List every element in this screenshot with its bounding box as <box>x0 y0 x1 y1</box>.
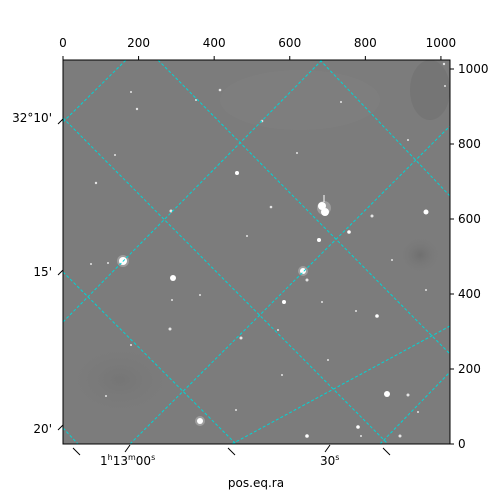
star <box>423 209 429 215</box>
star <box>360 435 362 437</box>
ra-tick-mark <box>72 447 81 456</box>
grid-line <box>63 271 237 444</box>
ra-tick-label: 30s <box>320 453 339 468</box>
star <box>398 434 402 438</box>
ra-tick-mark <box>124 444 131 453</box>
star <box>296 152 298 154</box>
dec-axis: 32°10' 15' 20' <box>12 111 64 436</box>
star <box>425 289 427 291</box>
star <box>195 99 197 101</box>
star <box>90 263 92 265</box>
dec-tick-label: 15' <box>33 265 52 279</box>
star <box>107 262 109 264</box>
star <box>317 238 321 242</box>
x-pixel-tick-label: 0 <box>59 36 67 50</box>
grid-line <box>379 371 450 444</box>
x-pixel-tick-label: 600 <box>278 36 301 50</box>
x-pixel-tick-label: 400 <box>203 36 226 50</box>
star <box>318 202 326 210</box>
background-variation <box>63 60 450 420</box>
star <box>442 62 446 66</box>
pixel-y-axis: 0 200 400 600 800 1000 <box>450 62 489 451</box>
star <box>327 359 329 361</box>
star <box>130 344 132 346</box>
grid-line <box>319 60 450 197</box>
ra-tick-mark <box>382 447 391 456</box>
star <box>235 171 239 175</box>
dec-tick-mark <box>57 269 64 276</box>
y-pixel-tick-label: 800 <box>458 137 481 151</box>
star <box>114 154 116 156</box>
star-halo <box>317 201 331 215</box>
star <box>171 299 173 301</box>
star <box>370 214 374 218</box>
star <box>218 88 222 92</box>
star <box>94 181 98 185</box>
star-halo <box>195 416 205 426</box>
star-field <box>90 62 446 438</box>
y-pixel-tick-label: 200 <box>458 362 481 376</box>
star <box>281 374 283 376</box>
star <box>391 259 393 261</box>
star <box>300 268 306 274</box>
star <box>356 425 360 429</box>
star <box>305 278 309 282</box>
x-axis-label: pos.eq.ra <box>228 476 284 490</box>
star-halo <box>298 266 308 276</box>
dec-tick-mark <box>57 424 64 431</box>
grid-line <box>157 60 450 355</box>
star <box>375 314 379 318</box>
pixel-x-axis: 0 200 400 600 800 1000 <box>59 36 456 60</box>
star <box>417 411 419 413</box>
star <box>135 107 139 111</box>
star <box>130 91 132 93</box>
ra-axis: 1h13m00s 30s pos.eq.ra <box>72 444 391 490</box>
y-pixel-tick-label: 0 <box>458 437 466 451</box>
star <box>340 101 342 103</box>
star <box>170 275 176 281</box>
ra-tick-mark <box>324 444 331 453</box>
y-pixel-tick-label: 600 <box>458 212 481 226</box>
x-pixel-tick-label: 800 <box>354 36 377 50</box>
grid-line <box>63 427 79 444</box>
x-pixel-tick-label: 200 <box>127 36 150 50</box>
star <box>321 208 329 216</box>
star <box>355 310 357 312</box>
image-frame <box>62 59 451 445</box>
star <box>321 301 323 303</box>
star <box>305 434 309 438</box>
ra-tick-label: 1h13m00s <box>100 453 155 468</box>
dec-tick-label: 32°10' <box>12 111 52 125</box>
star <box>199 294 201 296</box>
dec-tick-mark <box>57 118 64 125</box>
dec-tick-label: 20' <box>33 422 52 436</box>
star <box>239 336 243 340</box>
star <box>384 391 390 397</box>
star <box>347 230 351 234</box>
sky-image <box>62 59 451 445</box>
star <box>277 329 279 331</box>
star <box>444 85 446 87</box>
x-pixel-tick-label: 1000 <box>426 36 457 50</box>
grid-line <box>63 117 389 444</box>
grid-line <box>129 125 450 444</box>
star <box>246 235 248 237</box>
y-pixel-tick-label: 1000 <box>458 62 489 76</box>
star <box>169 209 173 213</box>
star <box>168 327 172 331</box>
star <box>282 300 286 304</box>
ra-tick-mark <box>227 447 236 456</box>
star <box>105 395 107 397</box>
star <box>269 205 273 209</box>
star <box>406 393 410 397</box>
star <box>407 139 409 141</box>
star <box>235 409 237 411</box>
grid-line <box>63 60 323 323</box>
grid-line <box>231 325 450 444</box>
star <box>197 418 203 424</box>
y-pixel-tick-label: 400 <box>458 287 481 301</box>
coordinate-grid <box>63 60 450 444</box>
